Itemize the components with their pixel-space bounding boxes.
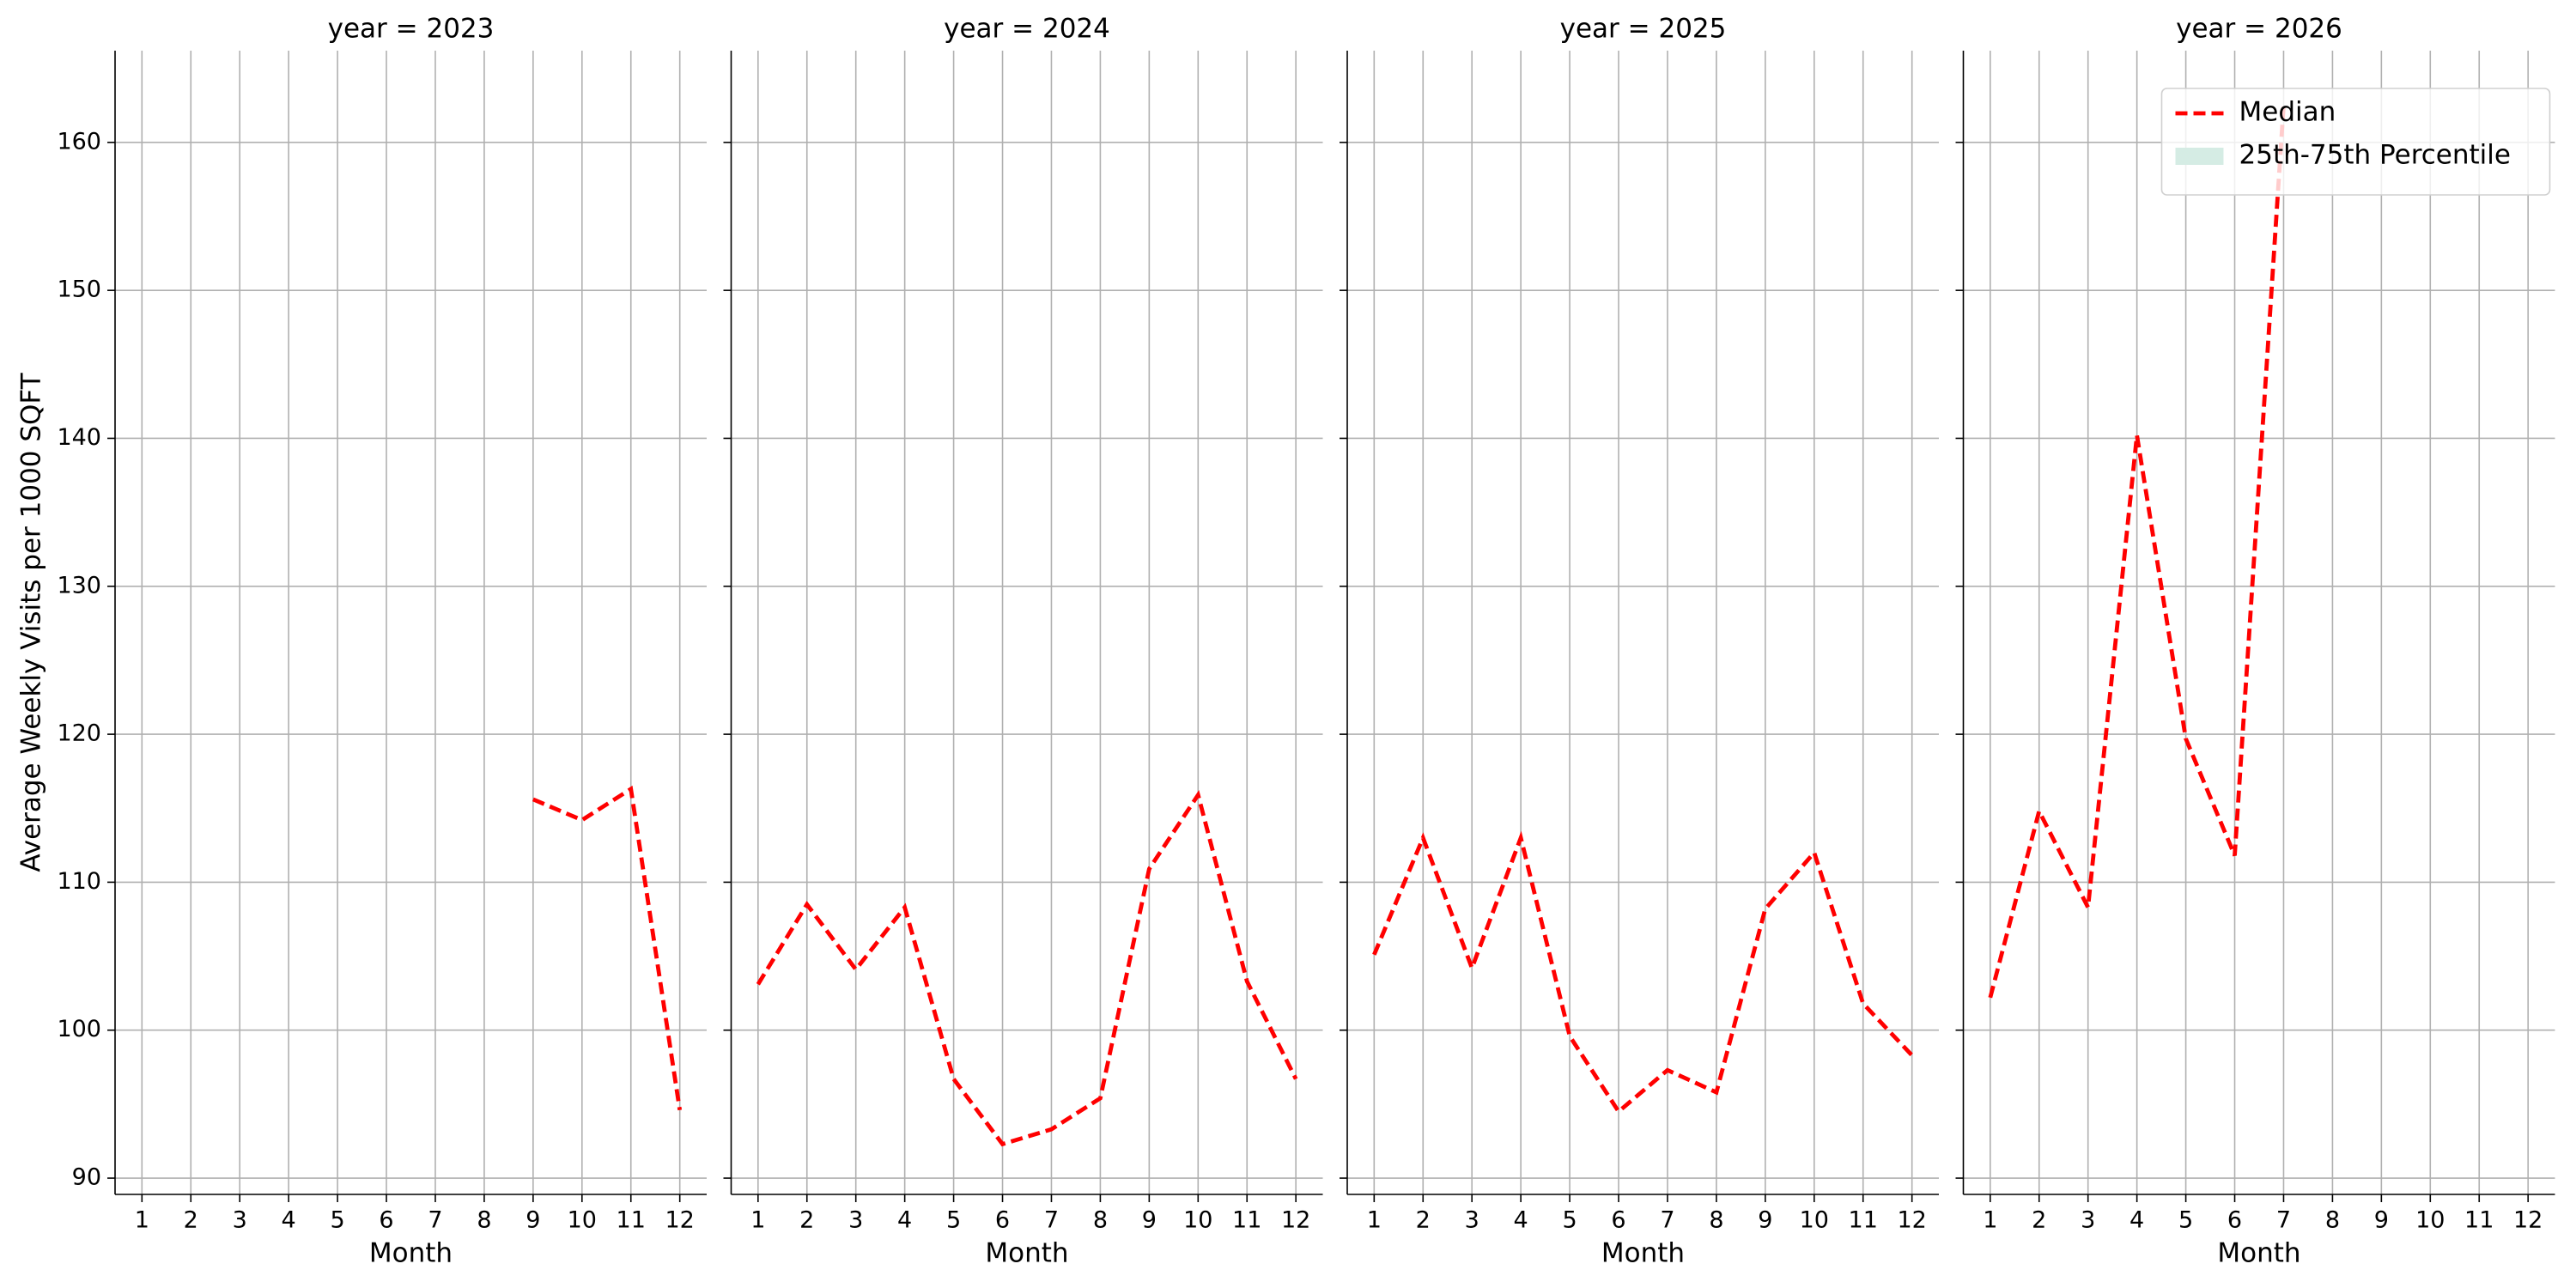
x-tick-label: 12 [1281,1207,1310,1234]
x-tick-label: 6 [2227,1207,2242,1234]
x-tick-label: 8 [477,1207,491,1234]
x-tick-label: 9 [1758,1207,1772,1234]
x-tick-label: 5 [2178,1207,2193,1234]
x-tick-label: 4 [2129,1207,2144,1234]
x-tick-label: 5 [330,1207,344,1234]
x-tick-label: 6 [379,1207,393,1234]
x-axis-label: Month [369,1238,453,1269]
x-tick-label: 12 [2513,1207,2543,1234]
x-tick-label: 9 [1142,1207,1157,1234]
x-tick-label: 3 [2081,1207,2095,1234]
x-tick-label: 3 [848,1207,863,1234]
x-tick-label: 5 [946,1207,961,1234]
x-tick-label: 8 [1709,1207,1723,1234]
x-axis-label: Month [985,1238,1068,1269]
y-tick-label: 140 [57,424,101,451]
facet-title: year = 2026 [2176,14,2342,45]
x-tick-label: 11 [617,1207,646,1234]
x-tick-label: 11 [1232,1207,1261,1234]
y-tick-label: 100 [57,1016,101,1042]
y-axis-label: Average Weekly Visits per 1000 SQFT [16,372,47,872]
x-tick-label: 4 [282,1207,296,1234]
legend-box [2160,88,2551,196]
x-tick-label: 8 [2325,1207,2340,1234]
x-tick-label: 7 [1660,1207,1674,1234]
x-tick-label: 9 [526,1207,540,1234]
y-tick-label: 150 [57,276,101,303]
x-tick-label: 12 [1898,1207,1927,1234]
x-tick-label: 12 [665,1207,695,1234]
x-tick-label: 2 [2032,1207,2046,1234]
x-tick-label: 10 [1183,1207,1212,1234]
y-tick-label: 110 [57,868,101,895]
x-tick-label: 2 [184,1207,198,1234]
x-tick-label: 7 [2276,1207,2291,1234]
facet-title: year = 2023 [328,14,495,45]
facet-title: year = 2024 [944,14,1110,45]
median-line [1372,830,1914,1115]
median-line [532,785,683,1111]
x-tick-label: 7 [428,1207,442,1234]
median-line [1988,105,2286,999]
median-line [756,789,1298,1147]
y-tick-label: 120 [57,720,101,747]
x-tick-label: 2 [1416,1207,1431,1234]
x-axis-label: Month [1601,1238,1685,1269]
x-axis-label: Month [2217,1238,2300,1269]
x-tick-label: 9 [2374,1207,2389,1234]
x-tick-label: 6 [995,1207,1010,1234]
x-tick-label: 10 [1800,1207,1829,1234]
y-tick-label: 160 [57,128,101,155]
x-tick-label: 6 [1611,1207,1625,1234]
x-tick-label: 1 [1367,1207,1382,1234]
legend-swatch [2175,148,2224,165]
facet-title: year = 2025 [1560,14,1727,45]
legend-label: 25th-75th Percentile [2239,140,2511,171]
x-tick-label: 3 [233,1207,247,1234]
x-tick-label: 4 [897,1207,912,1234]
x-tick-label: 1 [750,1207,765,1234]
x-tick-label: 3 [1465,1207,1479,1234]
x-tick-label: 10 [2415,1207,2445,1234]
y-tick-label: 90 [72,1164,101,1191]
legend-label: Median [2239,97,2336,128]
x-tick-label: 11 [1849,1207,1878,1234]
x-tick-label: 10 [568,1207,597,1234]
x-tick-label: 2 [799,1207,814,1234]
x-tick-label: 8 [1093,1207,1108,1234]
x-tick-label: 4 [1514,1207,1528,1234]
x-tick-label: 1 [135,1207,149,1234]
x-tick-label: 7 [1044,1207,1059,1234]
x-tick-label: 11 [2464,1207,2494,1234]
x-tick-label: 1 [1983,1207,1997,1234]
x-tick-label: 5 [1562,1207,1577,1234]
y-tick-label: 130 [57,572,101,598]
